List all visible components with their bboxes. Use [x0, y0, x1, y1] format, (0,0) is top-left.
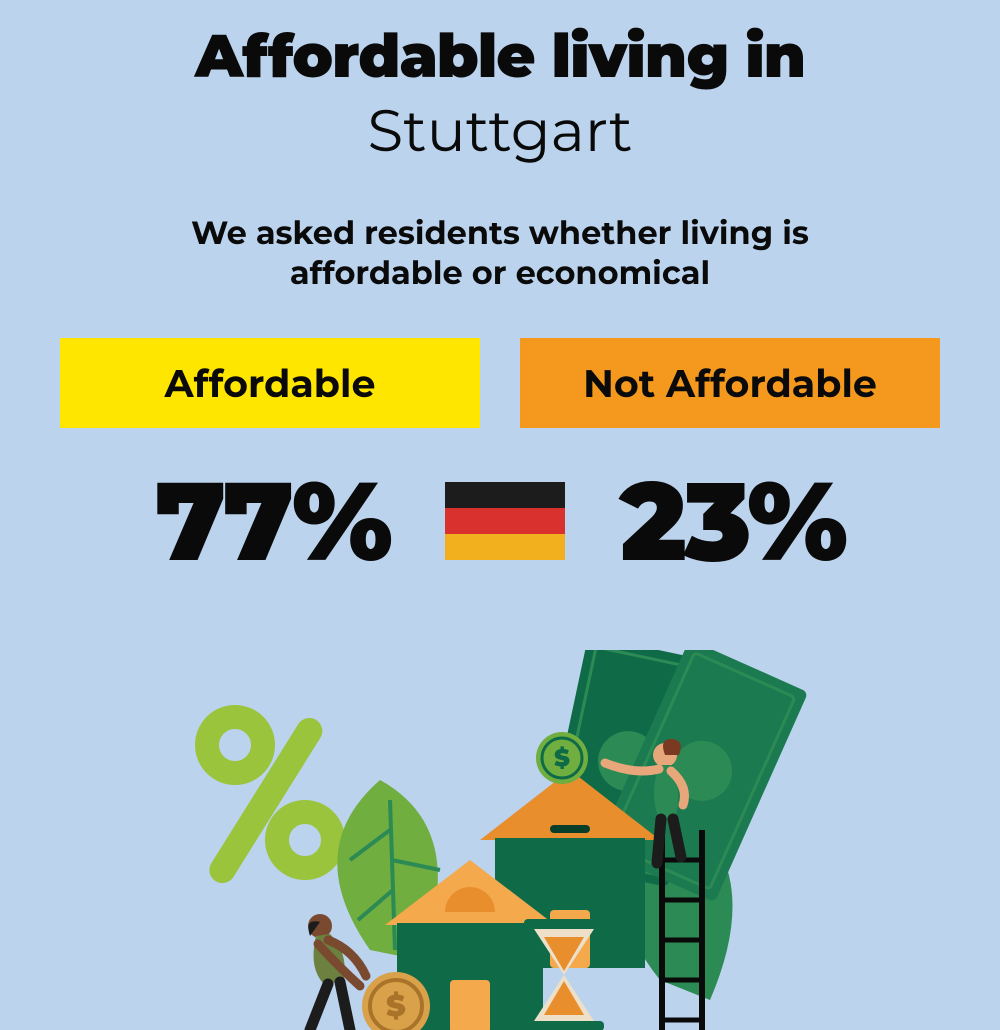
bar-not-affordable-label: Not Affordable [583, 360, 877, 407]
bar-affordable: Affordable [60, 338, 480, 428]
subtitle: We asked residents whether living is aff… [110, 214, 890, 294]
page-title: Affordable living in [0, 20, 1000, 93]
svg-text:$: $ [554, 744, 570, 773]
coin-insert-icon: $ [536, 732, 588, 784]
svg-text:$: $ [386, 987, 406, 1024]
city-name: Stuttgart [0, 95, 1000, 166]
illustration-housing-money-icon: $ $ [180, 650, 820, 1030]
flag-stripe-2 [445, 508, 565, 534]
header: Affordable living in Stuttgart [0, 0, 1000, 166]
bar-affordable-label: Affordable [165, 360, 376, 407]
percent-icon [204, 713, 333, 888]
flag-stripe-1 [445, 482, 565, 508]
bar-not-affordable: Not Affordable [520, 338, 940, 428]
stats-row: 77% 23% [0, 454, 1000, 588]
pct-affordable: 77% [155, 454, 390, 588]
flag-germany-icon [445, 482, 565, 560]
category-bars: Affordable Not Affordable [0, 338, 1000, 428]
flag-stripe-3 [445, 534, 565, 560]
pct-not-affordable: 23% [620, 454, 845, 588]
